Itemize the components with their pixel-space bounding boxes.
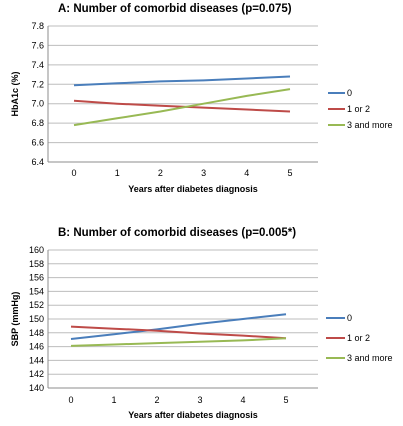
legend-entry: 0	[347, 88, 352, 98]
x-tick-label: 0	[71, 168, 76, 178]
y-tick-label: 6.6	[31, 138, 44, 148]
series-line-3	[70, 337, 287, 347]
legend-entry: 3 and more	[347, 120, 393, 130]
x-tick-label: 3	[201, 168, 206, 178]
y-tick-label: 7.6	[31, 40, 44, 50]
chart-title: B: Number of comorbid diseases (p=0.005*…	[58, 227, 296, 239]
y-tick-label: 7.8	[31, 21, 44, 31]
y-tick-label: 160	[29, 245, 44, 255]
x-tick-label: 1	[111, 395, 116, 405]
y-tick-label: 150	[29, 314, 44, 324]
x-axis-label: Years after diabetes diagnosis	[128, 184, 258, 194]
legend-entry: 1 or 2	[347, 333, 370, 343]
chart-a: A: Number of comorbid diseases (p=0.075)…	[10, 3, 393, 194]
x-axis-label: Years after diabetes diagnosis	[128, 410, 258, 420]
x-tick-label: 5	[287, 168, 292, 178]
x-tick-label: 4	[244, 168, 249, 178]
y-axis-label: HbA1c (%)	[10, 71, 20, 116]
x-tick-label: 0	[68, 395, 73, 405]
y-tick-label: 146	[29, 342, 44, 352]
series-line-1	[73, 75, 291, 87]
legend-entry: 0	[347, 313, 352, 323]
y-tick-label: 154	[29, 286, 44, 296]
series-line-3	[73, 88, 291, 127]
series-line-1	[70, 313, 287, 340]
y-tick-label: 144	[29, 355, 44, 365]
x-tick-label: 3	[197, 395, 202, 405]
series-line-2	[73, 99, 291, 113]
x-tick-label: 2	[154, 395, 159, 405]
y-tick-label: 158	[29, 259, 44, 269]
y-axis-label: SBP (mmHg)	[10, 292, 20, 347]
chart-title: A: Number of comorbid diseases (p=0.075)	[58, 3, 292, 15]
y-tick-label: 7.2	[31, 79, 44, 89]
y-tick-label: 6.4	[31, 157, 44, 167]
x-tick-label: 5	[283, 395, 288, 405]
x-tick-label: 1	[115, 168, 120, 178]
x-tick-label: 2	[158, 168, 163, 178]
y-tick-label: 6.8	[31, 118, 44, 128]
legend-entry: 3 and more	[347, 353, 393, 363]
y-tick-label: 7.4	[31, 60, 44, 70]
series-line-2	[70, 325, 287, 340]
legend-entry: 1 or 2	[347, 104, 370, 114]
y-tick-label: 152	[29, 300, 44, 310]
y-tick-label: 156	[29, 273, 44, 283]
x-tick-label: 4	[240, 395, 245, 405]
y-tick-label: 142	[29, 369, 44, 379]
y-tick-label: 7.0	[31, 99, 44, 109]
chart-b: B: Number of comorbid diseases (p=0.005*…	[10, 227, 393, 420]
y-tick-label: 140	[29, 383, 44, 393]
y-tick-label: 148	[29, 328, 44, 338]
